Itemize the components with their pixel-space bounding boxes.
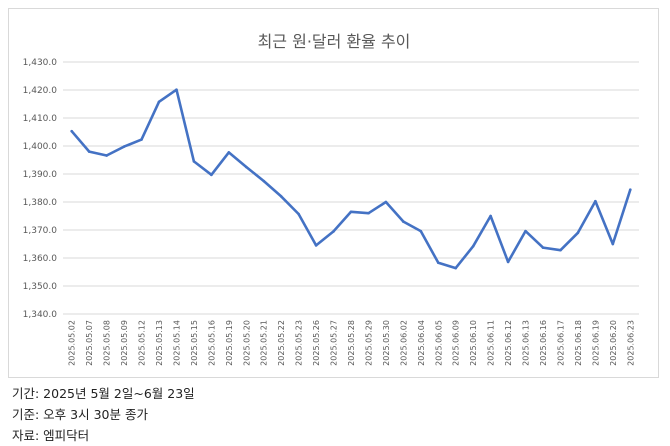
data-point (332, 230, 335, 233)
data-point (227, 151, 231, 154)
x-tick-label: 2025.06.10 (469, 320, 478, 366)
data-point (559, 248, 562, 252)
data-point (402, 220, 405, 223)
line-chart: 최근 원·달러 환율 추이 1,340.0 1,350.0 1,360.0 1,370… (23, 32, 639, 366)
y-tick-label: 1,360.0 (23, 254, 58, 264)
data-point (594, 199, 597, 203)
x-tick-label: 2025.06.19 (591, 320, 600, 366)
x-tick-label: 2025.05.27 (330, 320, 339, 366)
data-point (262, 179, 266, 183)
x-tick-label: 2025.06.05 (434, 320, 443, 366)
data-point (210, 173, 213, 177)
x-tick-label: 2025.05.12 (138, 320, 147, 366)
data-point (175, 88, 178, 92)
y-tick-label: 1,370.0 (23, 226, 58, 236)
chart-title: 최근 원·달러 환율 추이 (258, 32, 411, 51)
series-layer (70, 88, 632, 270)
data-point (70, 129, 74, 133)
x-tick-label: 2025.05.20 (242, 320, 251, 366)
x-tick-label: 2025.06.02 (399, 320, 408, 366)
data-point (384, 200, 388, 204)
x-tick-label: 2025.05.02 (68, 320, 77, 366)
y-tick-label: 1,400.0 (23, 142, 58, 152)
x-tick-label: 2025.05.13 (155, 320, 164, 366)
y-axis-ticks: 1,340.0 1,350.0 1,360.0 1,370.0 1,380.0 1,390… (23, 58, 58, 320)
y-tick-label: 1,430.0 (23, 58, 58, 68)
data-point (471, 244, 475, 248)
y-tick-label: 1,410.0 (23, 114, 58, 124)
x-tick-label: 2025.06.13 (522, 320, 531, 366)
x-tick-label: 2025.05.28 (347, 320, 356, 366)
y-tick-label: 1,390.0 (23, 170, 58, 180)
data-point (157, 100, 161, 104)
x-tick-label: 2025.06.12 (504, 320, 513, 366)
data-point (140, 138, 143, 141)
x-tick-label: 2025.05.19 (225, 320, 234, 366)
y-tick-label: 1,350.0 (23, 282, 58, 292)
data-point (454, 266, 458, 270)
chart-container: 최근 원·달러 환율 추이 1,340.0 1,350.0 1,360.0 1,370… (8, 8, 659, 378)
x-tick-label: 2025.06.04 (417, 320, 426, 366)
x-tick-label: 2025.06.23 (626, 320, 635, 366)
data-point (192, 160, 196, 163)
data-point (506, 260, 510, 264)
source-note: 자료: 엠피닥터 (12, 428, 90, 443)
data-point (297, 212, 300, 216)
data-point (541, 246, 545, 249)
data-point (87, 150, 91, 153)
data-point (279, 195, 283, 198)
data-point (576, 231, 580, 235)
data-point (419, 229, 423, 233)
x-tick-label: 2025.06.20 (609, 320, 618, 366)
x-tick-label: 2025.05.14 (172, 320, 181, 366)
data-point (122, 145, 126, 148)
x-tick-label: 2025.06.09 (452, 320, 461, 366)
data-point (349, 210, 353, 214)
x-tick-label: 2025.05.16 (207, 320, 216, 366)
data-point (436, 261, 440, 265)
data-point (367, 211, 370, 215)
gridlines (63, 61, 639, 315)
x-tick-label: 2025.06.16 (539, 320, 548, 366)
x-tick-label: 2025.05.09 (120, 320, 129, 366)
period-note: 기간: 2025년 5월 2일~6월 23일 (12, 386, 195, 401)
series-line (70, 88, 632, 270)
x-tick-label: 2025.05.26 (312, 320, 321, 366)
y-tick-label: 1,420.0 (23, 86, 58, 96)
data-point (244, 165, 248, 169)
y-tick-label: 1,340.0 (23, 310, 58, 320)
x-tick-label: 2025.05.07 (85, 320, 94, 366)
x-tick-label: 2025.06.18 (574, 320, 583, 366)
data-point (611, 242, 615, 246)
x-tick-label: 2025.05.08 (103, 320, 112, 366)
x-tick-label: 2025.05.15 (190, 320, 199, 366)
data-point (628, 188, 632, 191)
x-tick-label: 2025.05.22 (277, 320, 286, 366)
data-point (314, 244, 318, 247)
x-tick-label: 2025.05.30 (382, 320, 391, 366)
x-tick-label: 2025.05.21 (260, 320, 269, 366)
data-point (524, 229, 527, 233)
basis-note: 기준: 오후 3시 30분 종가 (12, 407, 148, 422)
y-tick-label: 1,380.0 (23, 198, 58, 208)
x-tick-label: 2025.06.11 (487, 320, 496, 366)
x-tick-label: 2025.06.17 (556, 320, 565, 366)
chart-notes: 기간: 2025년 5월 2일~6월 23일 기준: 오후 3시 30분 종가 … (12, 383, 195, 446)
x-tick-label: 2025.05.29 (364, 320, 373, 366)
data-point (489, 214, 492, 218)
x-axis-ticks: 2025.05.02 2025.05.07 2025.05.08 2025.05.09… (68, 320, 636, 366)
x-tick-label: 2025.05.23 (295, 320, 304, 366)
data-point (105, 154, 108, 157)
